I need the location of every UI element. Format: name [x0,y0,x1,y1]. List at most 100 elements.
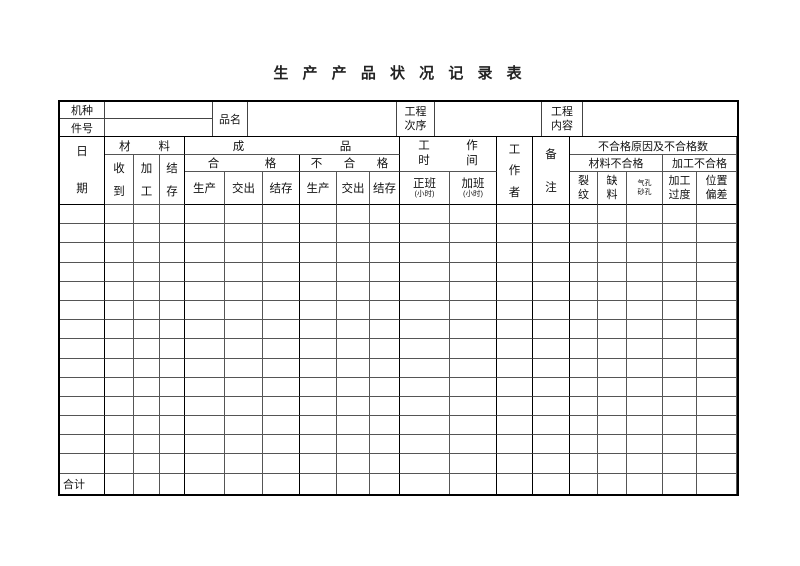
body-cell [185,224,225,244]
body-cell [450,320,497,340]
body-cell [533,435,570,455]
body-cell [497,435,533,455]
body-cell [697,224,737,244]
body-cell [105,377,134,397]
body-cell [570,416,598,436]
body-cell [598,377,627,397]
body-cell [370,205,400,225]
body-cell [663,224,697,244]
body-cell [697,339,737,359]
machine-type-field [105,102,213,119]
body-cell [225,377,263,397]
body-cell [627,300,663,321]
body-cell [225,224,263,244]
process-order-label: 工程 次序 [397,102,435,136]
col-header-qualified-produced: 生产 [185,172,225,205]
body-cell [497,281,533,301]
body-cell [598,320,627,340]
body-cell [598,339,627,359]
body-cell [105,396,134,417]
col-header-material-shortage: 缺 料 [598,172,627,205]
col-header-material-balance: 结 存 [160,155,185,205]
info-block: 机种 品名 工程 次序 工程 内容 件号 [60,102,737,137]
body-cell [627,205,663,225]
body-cell [225,205,263,225]
body-cell [370,396,400,417]
body-cell [105,262,134,282]
body-cell [400,454,450,474]
body-cell [134,339,160,359]
body-cell [663,320,697,340]
record-grid: 日 期 材 料 成 品 工 作 时 间 [60,137,737,494]
col-header-over-processing: 加工 过度 [663,172,697,205]
body-cell [400,300,450,321]
body-cell [627,416,663,436]
body-cell [134,205,160,225]
body-cell [497,300,533,321]
body-cell [598,281,627,301]
body-cell [497,454,533,474]
body-cell [570,320,598,340]
body-cell [497,262,533,282]
body-cell [627,320,663,340]
body-cell [370,224,400,244]
body-cell [598,224,627,244]
body-cell [697,435,737,455]
body-cell [697,281,737,301]
body-cell [627,358,663,378]
body-cell [697,377,737,397]
body-cell [134,262,160,282]
body-cell [400,262,450,282]
col-header-qualified-delivered: 交出 [225,172,263,205]
body-cell [450,262,497,282]
body-cell [598,243,627,263]
body-cell [697,300,737,321]
body-cell [497,339,533,359]
body-cell [300,281,337,301]
body-cell [300,320,337,340]
body-cell [60,377,105,397]
body-cell [185,454,225,474]
col-header-qualified-balance: 结存 [263,172,300,205]
body-cell [533,320,570,340]
body-cell [185,416,225,436]
body-cell [300,300,337,321]
body-cell [663,262,697,282]
body-cell [370,281,400,301]
body-cell [663,300,697,321]
total-row-cell [185,473,225,494]
body-cell [450,205,497,225]
body-cell [263,262,300,282]
body-cell [263,224,300,244]
group-header-qualified: 合 格 [185,155,300,172]
body-cell [160,262,185,282]
body-cell [450,281,497,301]
body-cell [400,377,450,397]
body-cell [134,300,160,321]
body-cell [105,358,134,378]
body-cell [60,435,105,455]
body-cell [400,358,450,378]
body-cell [337,262,370,282]
body-cell [134,454,160,474]
body-cell [105,416,134,436]
body-cell [400,320,450,340]
body-cell [185,377,225,397]
body-cell [598,358,627,378]
body-cell [627,454,663,474]
body-cell [60,262,105,282]
body-cell [105,224,134,244]
body-cell [663,416,697,436]
body-cell [134,243,160,263]
total-row-cell [105,473,134,494]
body-cell [598,396,627,417]
body-cell [60,205,105,225]
body-cell [263,377,300,397]
col-header-received: 收 到 [105,155,134,205]
body-cell [263,454,300,474]
body-cell [533,262,570,282]
total-row-cell [598,473,627,494]
body-cell [400,281,450,301]
body-cell [497,205,533,225]
body-cell [134,358,160,378]
